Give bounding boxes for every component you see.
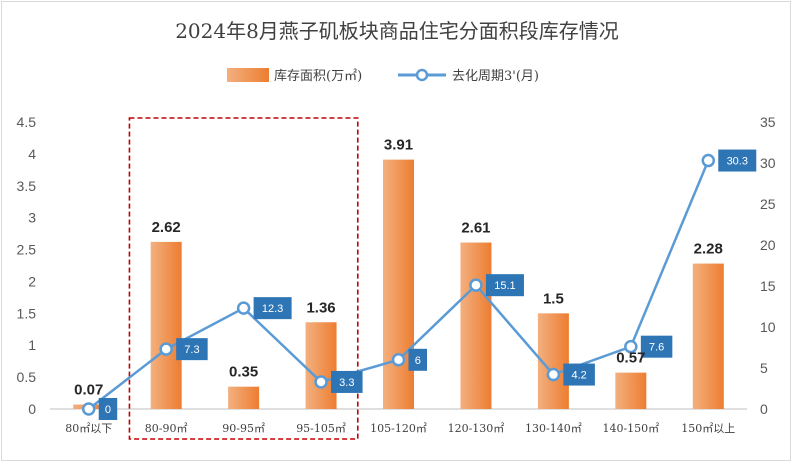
line-label-box-0 bbox=[98, 398, 118, 420]
y-right-tick-7: 35 bbox=[760, 114, 776, 130]
x-tick-6: 130-140㎡ bbox=[525, 422, 582, 435]
line-label-box-7 bbox=[640, 335, 673, 358]
line-label-box-3 bbox=[331, 370, 363, 393]
highlight-box bbox=[128, 117, 359, 440]
y-left-tick-4: 2 bbox=[28, 273, 36, 289]
line-label-box-2 bbox=[253, 297, 292, 320]
legend-bar-swatch bbox=[227, 68, 269, 82]
chart-title: 2024年8月燕子矶板块商品住宅分面积段库存情况 bbox=[175, 19, 619, 43]
bar-label-8: 2.28 bbox=[694, 241, 723, 258]
x-tick-7: 140-150㎡ bbox=[602, 422, 659, 435]
x-ticks: 80㎡以下 80-90㎡ 90-95㎡ 95-105㎡ 105-120㎡ 120-130㎡… bbox=[65, 422, 735, 435]
bar-label-1: 2.62 bbox=[152, 219, 181, 236]
y-right-tick-1: 5 bbox=[760, 360, 768, 376]
y-right-tick-3: 15 bbox=[760, 278, 776, 294]
line-point-0 bbox=[81, 402, 96, 416]
line-point-6 bbox=[546, 367, 561, 382]
bar-label-2: 0.35 bbox=[229, 364, 258, 381]
y-left-tick-7: 3.5 bbox=[17, 178, 37, 194]
line-point-8 bbox=[701, 153, 716, 168]
y-right-tick-5: 25 bbox=[760, 196, 776, 212]
line-label-0: 0 bbox=[105, 404, 111, 416]
line-label-6: 4.2 bbox=[571, 370, 586, 382]
y-left-tick-9: 4.5 bbox=[17, 114, 37, 130]
legend: 库存面积(万㎡) 去化周期3'(月) bbox=[227, 68, 539, 84]
line-label-2: 12.3 bbox=[262, 303, 283, 315]
bar-label-0: 0.07 bbox=[74, 382, 103, 399]
line-label-5: 15.1 bbox=[494, 280, 515, 292]
line-label-8: 30.3 bbox=[727, 156, 748, 168]
x-tick-8: 150㎡以上 bbox=[681, 422, 735, 435]
y-right-tick-6: 30 bbox=[760, 155, 776, 171]
x-tick-1: 80-90㎡ bbox=[145, 422, 188, 435]
y-left-tick-3: 1.5 bbox=[17, 305, 37, 321]
line-point-5 bbox=[469, 278, 483, 292]
x-tick-0: 80㎡以下 bbox=[65, 422, 112, 435]
x-tick-2: 90-95㎡ bbox=[222, 422, 265, 435]
y-left-tick-6: 3 bbox=[28, 210, 36, 226]
line-label-7: 7.6 bbox=[649, 342, 664, 354]
bar-8 bbox=[692, 263, 724, 409]
bar-1 bbox=[150, 241, 182, 409]
legend-line-label: 去化周期3'(月) bbox=[452, 69, 539, 84]
bar-label-7: 0.57 bbox=[616, 350, 645, 367]
line-label-box-5 bbox=[485, 274, 524, 297]
bars bbox=[73, 159, 724, 409]
bar-5 bbox=[460, 242, 492, 409]
y-left-tick-8: 4 bbox=[28, 146, 36, 162]
y-left-ticks: 0 0.5 1 1.5 2 2.5 3 3.5 4 4.5 bbox=[17, 114, 37, 417]
line-label-box-8 bbox=[718, 149, 757, 172]
y-right-tick-2: 10 bbox=[760, 319, 776, 335]
line-label-box-4 bbox=[408, 348, 427, 371]
bar-labels: 0.07 2.62 0.35 1.36 3.91 2.61 1.5 0.57 2.28 bbox=[74, 137, 723, 399]
legend-bar-label: 库存面积(万㎡) bbox=[274, 68, 362, 84]
line-point-2 bbox=[236, 301, 251, 315]
line-point-1 bbox=[159, 342, 173, 356]
bar-label-4: 3.91 bbox=[384, 137, 413, 154]
y-right-ticks: 0 5 10 15 20 25 30 35 bbox=[760, 114, 776, 417]
legend-line-marker bbox=[415, 68, 429, 82]
x-tick-4: 105-120㎡ bbox=[370, 422, 427, 435]
bar-label-3: 1.36 bbox=[306, 299, 335, 316]
y-left-tick-0: 0 bbox=[28, 401, 36, 417]
line-point-3 bbox=[314, 375, 328, 389]
bar-2 bbox=[228, 386, 260, 409]
y-right-tick-0: 0 bbox=[760, 401, 768, 417]
y-left-tick-1: 0.5 bbox=[17, 369, 37, 385]
bar-3 bbox=[305, 322, 337, 409]
bar-7 bbox=[615, 372, 647, 409]
y-left-tick-2: 1 bbox=[28, 337, 36, 353]
line-label-3: 3.3 bbox=[339, 377, 354, 389]
x-tick-3: 95-105㎡ bbox=[296, 422, 346, 435]
line-points: 0 7.3 12.3 3.3 6 15.1 4.2 7.6 30.3 bbox=[81, 149, 757, 420]
y-left-tick-5: 2.5 bbox=[17, 242, 37, 258]
line-label-1: 7.3 bbox=[184, 344, 199, 356]
bar-label-6: 1.5 bbox=[543, 290, 564, 307]
line-label-box-1 bbox=[176, 338, 208, 361]
bar-4 bbox=[383, 159, 414, 409]
line-label-4: 6 bbox=[415, 355, 421, 367]
line-point-4 bbox=[391, 353, 406, 367]
x-tick-5: 120-130㎡ bbox=[448, 422, 505, 435]
line-label-box-6 bbox=[563, 363, 595, 386]
y-right-tick-4: 20 bbox=[760, 237, 776, 253]
bar-label-5: 2.61 bbox=[461, 220, 490, 237]
line-point-7 bbox=[624, 339, 638, 354]
